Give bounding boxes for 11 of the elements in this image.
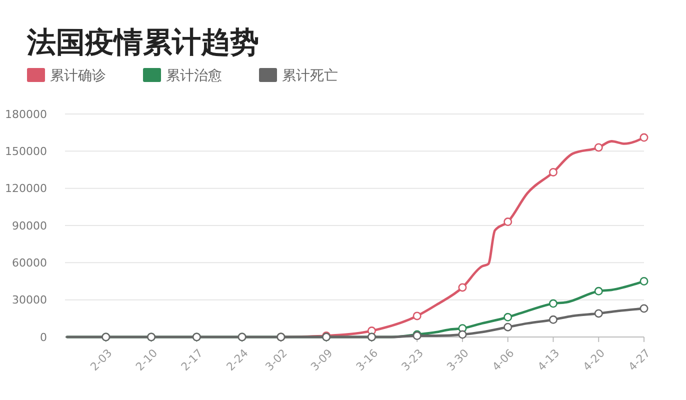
- legend-label: 累计治愈: [166, 68, 222, 84]
- legend-label: 累计死亡: [282, 68, 338, 84]
- y-tick-label: 0: [40, 330, 47, 344]
- y-tick-label: 150000: [5, 145, 47, 158]
- chart-title: 法国疫情累计趋势: [26, 25, 259, 59]
- y-tick-label: 180000: [5, 108, 47, 121]
- y-tick-label: 30000: [12, 294, 47, 307]
- y-tick-label: 60000: [12, 256, 47, 270]
- y-tick-label: 90000: [12, 219, 47, 232]
- legend-label: 累计确诊: [50, 68, 106, 84]
- y-tick-label: 120000: [5, 182, 47, 196]
